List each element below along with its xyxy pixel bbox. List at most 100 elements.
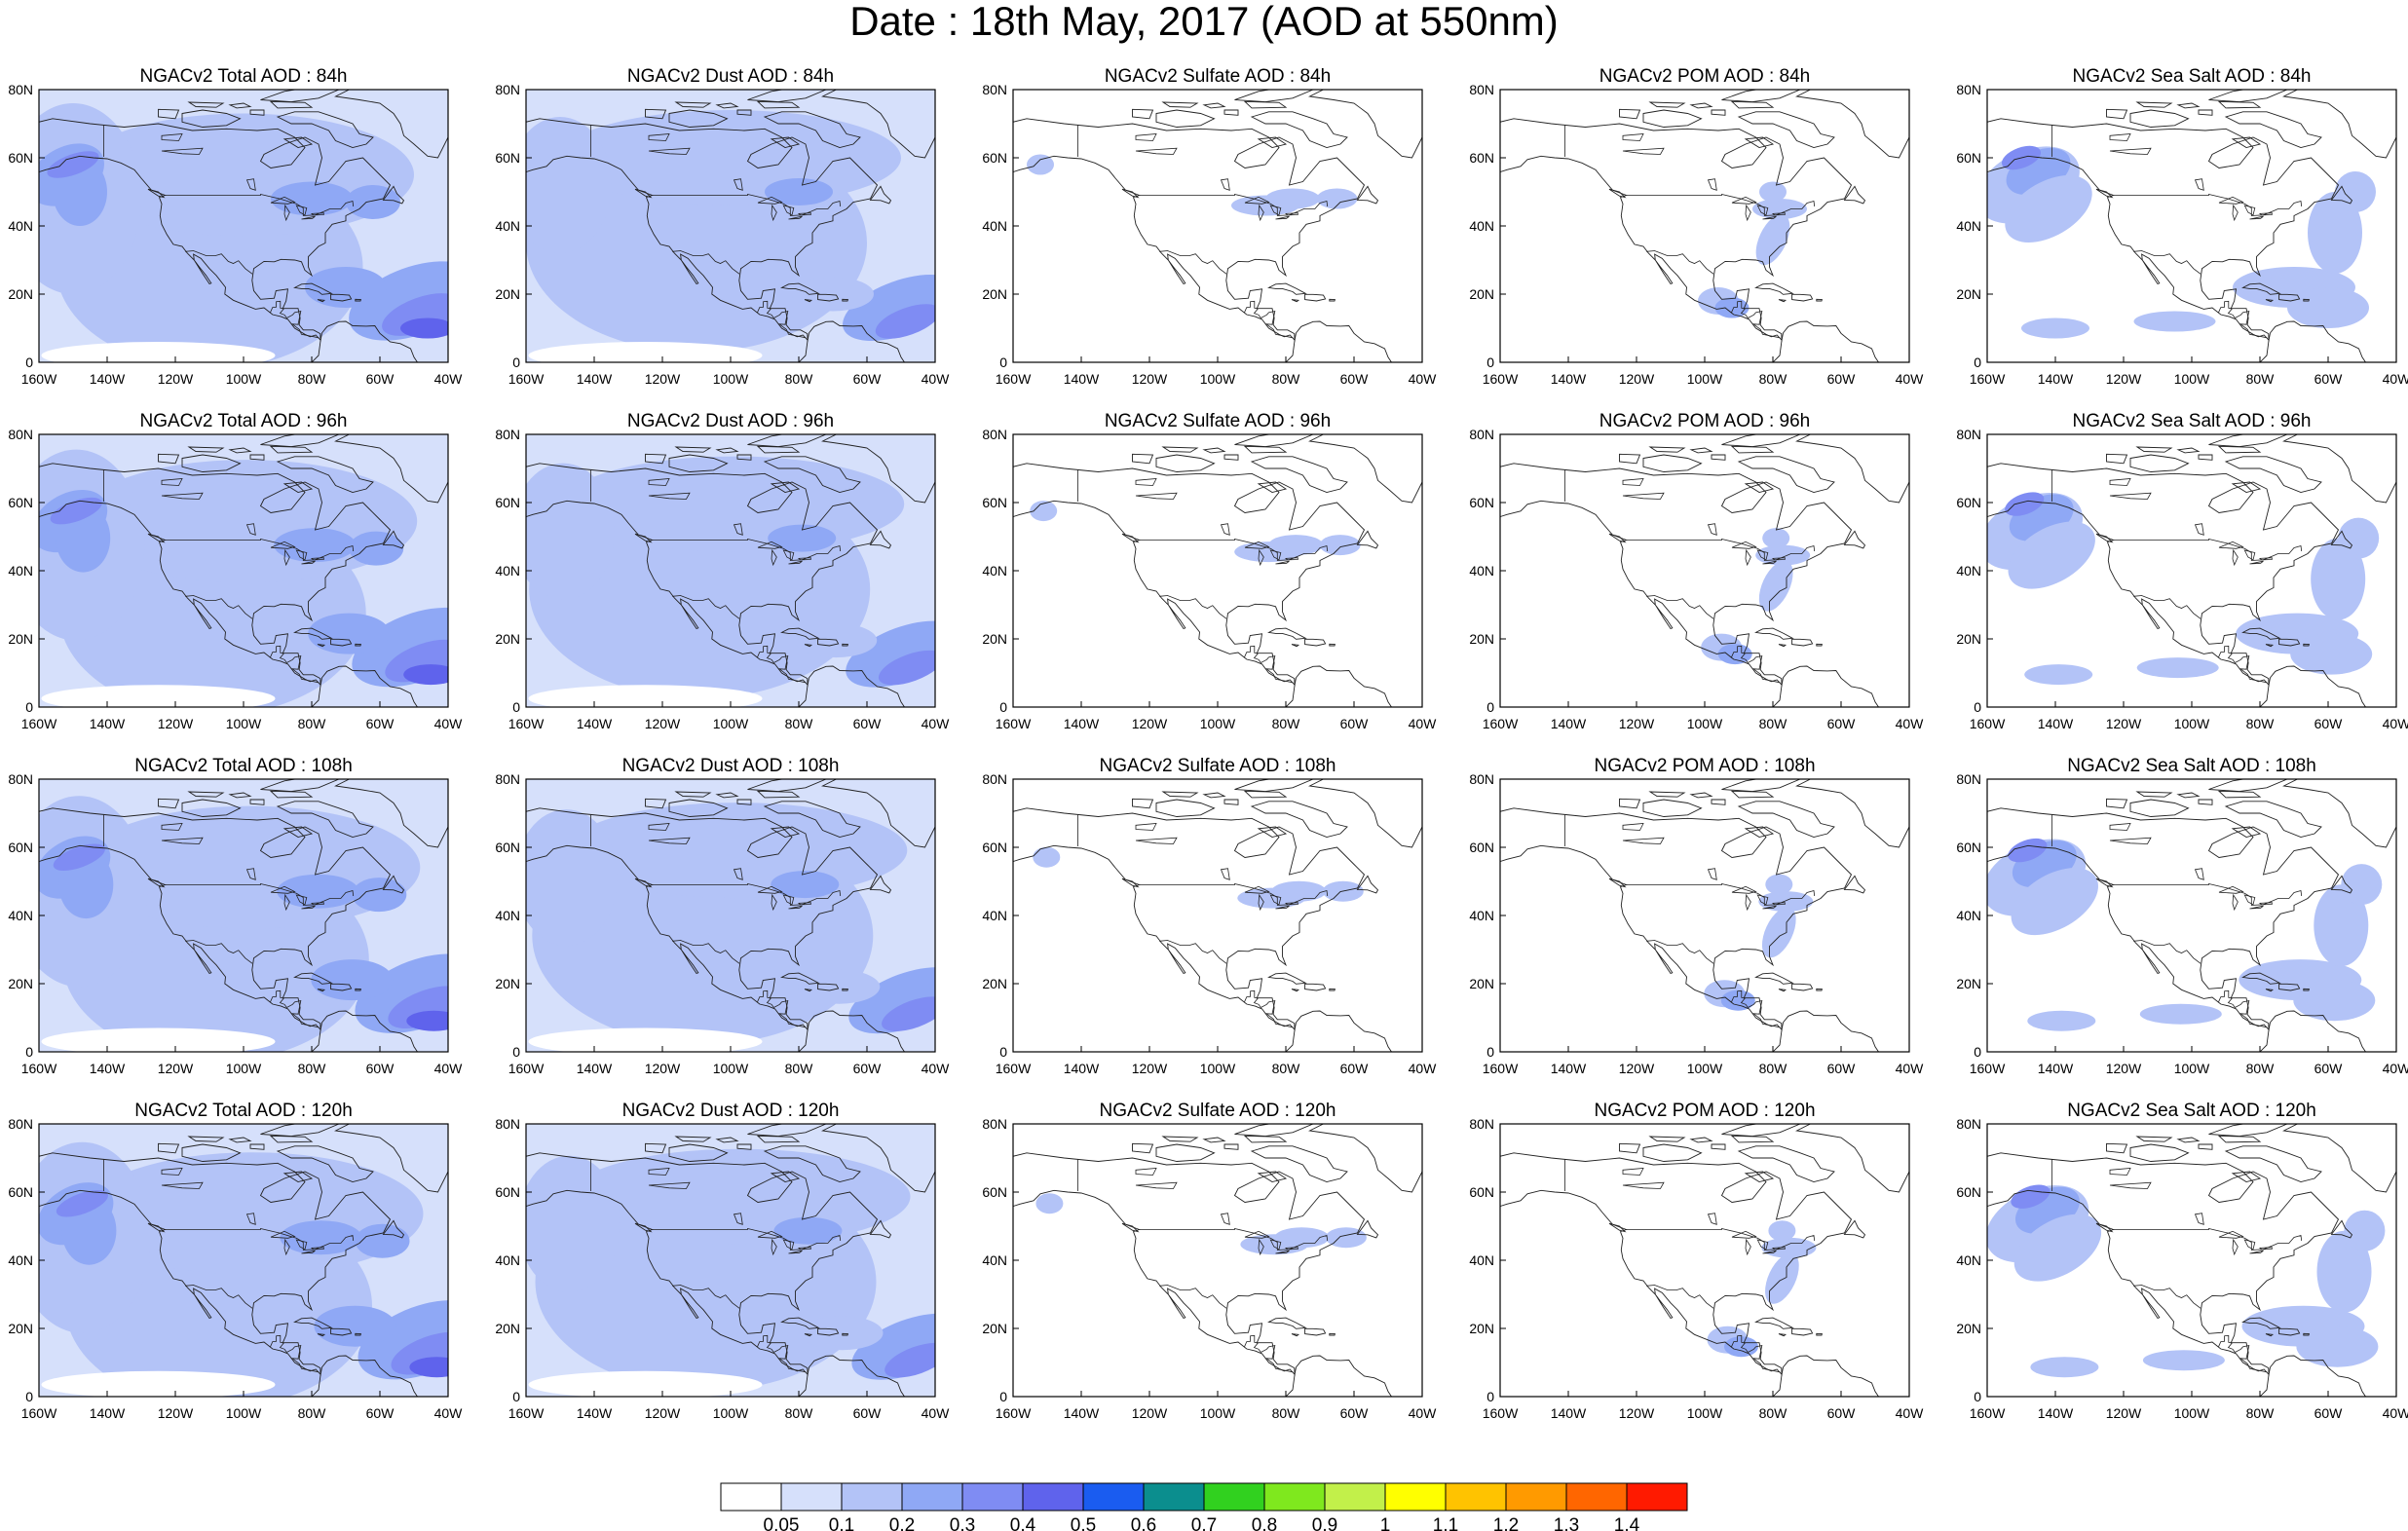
x-tick-label: 80W <box>785 371 814 387</box>
map-panel-r2-c2: NGACv2 Dust AOD : 96h 160W 140W 120W 100W 80W… <box>495 411 950 731</box>
aod-background <box>1500 779 1909 1052</box>
x-tick-label: 120W <box>158 371 194 387</box>
lake-outline <box>2109 147 2152 155</box>
aod-contour <box>277 874 359 909</box>
coastline <box>1132 798 1154 809</box>
x-tick-label: 160W <box>508 371 545 387</box>
country-border <box>1159 1285 1227 1309</box>
x-tick-label: 80W <box>298 371 327 387</box>
lake-outline <box>161 837 204 844</box>
x-tick-label: 100W <box>2174 1061 2210 1076</box>
aod-background <box>1500 1124 1909 1397</box>
y-tick-label: 40N <box>1469 908 1494 923</box>
lake-outline <box>161 147 204 155</box>
x-tick-label: 160W <box>1483 1405 1519 1421</box>
coastline <box>1791 293 1814 302</box>
coastline <box>674 446 712 453</box>
coastline <box>1329 298 1336 302</box>
country-border <box>756 645 807 684</box>
lake-outline <box>1220 178 1230 191</box>
coastline <box>1161 101 1199 108</box>
coastline <box>2176 792 2201 799</box>
x-tick-label: 60W <box>1827 371 1857 387</box>
country-border <box>1139 538 1329 561</box>
coastline <box>1223 1143 1239 1150</box>
coastline <box>1795 90 1909 159</box>
aod-contour <box>1274 1227 1330 1249</box>
coastline <box>1795 434 1909 504</box>
y-tick-label: 80N <box>1469 82 1494 97</box>
lake-outline <box>733 523 743 536</box>
aod-contour <box>884 1342 935 1378</box>
x-tick-label: 100W <box>713 1405 749 1421</box>
coastline <box>317 1333 326 1337</box>
lake-outline <box>771 548 777 567</box>
x-tick-label: 140W <box>90 371 126 387</box>
coastline <box>311 1355 448 1397</box>
aod-background <box>1013 434 1422 707</box>
coastline <box>147 533 166 543</box>
panel-title: NGACv2 Total AOD : 120h <box>134 1101 353 1121</box>
coastline <box>645 108 667 120</box>
coastline <box>2265 989 2275 992</box>
y-tick-label: 20N <box>8 976 33 991</box>
y-tick-label: 20N <box>1469 631 1494 647</box>
map-panel-r4-c5: NGACv2 Sea Salt AOD : 120h 160W 140W 120W 10… <box>1956 1101 2408 1421</box>
coastline <box>2217 445 2262 454</box>
country-border <box>672 595 740 619</box>
coastline <box>1608 188 1627 199</box>
coastline <box>2198 454 2213 461</box>
y-tick-label: 60N <box>1956 840 1981 855</box>
x-tick-label: 80W <box>785 1061 814 1076</box>
x-tick-label: 160W <box>1483 371 1519 387</box>
coastline <box>39 807 392 1031</box>
aod-contour <box>2287 287 2369 328</box>
panel-title: NGACv2 Sulfate AOD : 120h <box>1100 1101 1336 1121</box>
x-tick-label: 60W <box>366 716 395 731</box>
coastline <box>1744 136 1775 148</box>
coastline <box>228 792 252 799</box>
coastline <box>1843 1219 1866 1239</box>
country-border <box>756 1334 807 1373</box>
coastline <box>311 665 448 707</box>
y-tick-label: 20N <box>1469 286 1494 302</box>
coastline <box>382 530 405 549</box>
coastline <box>736 109 752 116</box>
coastline <box>1843 185 1866 205</box>
coastline <box>804 299 813 303</box>
x-tick-label: 120W <box>158 716 194 731</box>
x-tick-label: 60W <box>1827 1405 1857 1421</box>
aod-contour <box>47 151 99 178</box>
coastline <box>2231 826 2262 838</box>
coastline <box>382 1219 405 1239</box>
lake-outline <box>2109 1168 2131 1176</box>
panel-title: NGACv2 Total AOD : 108h <box>134 756 353 776</box>
coastline <box>2176 1137 2201 1143</box>
lake-outline <box>2232 893 2239 912</box>
map-panel-r1-c4: NGACv2 POM AOD : 84h 160W 140W 120W 100W 80W 6… <box>1469 66 1924 387</box>
aod-low-region <box>41 1027 276 1052</box>
lake-outline <box>161 492 204 500</box>
coastline <box>2176 447 2201 454</box>
lake-outline <box>771 893 777 912</box>
y-tick-label: 60N <box>495 1184 520 1200</box>
coastline <box>1744 826 1775 838</box>
lake-outline <box>2243 1239 2256 1251</box>
x-tick-label: 120W <box>2106 1405 2142 1421</box>
aod-contour <box>2024 664 2093 686</box>
coastline <box>526 1152 879 1376</box>
coastline <box>1250 456 1348 493</box>
coastline <box>1285 1355 1422 1397</box>
aod-contour <box>280 1220 362 1255</box>
coastline <box>1291 1333 1300 1337</box>
x-tick-label: 100W <box>1687 371 1723 387</box>
coastline <box>674 101 712 108</box>
x-tick-label: 120W <box>645 716 681 731</box>
coastline <box>2106 1142 2128 1154</box>
coastline <box>2129 109 2190 128</box>
aod-contour <box>2008 521 2095 589</box>
coastline <box>1132 453 1154 465</box>
coastline <box>2282 1124 2396 1193</box>
coastline <box>715 792 739 799</box>
coastline <box>842 988 848 991</box>
